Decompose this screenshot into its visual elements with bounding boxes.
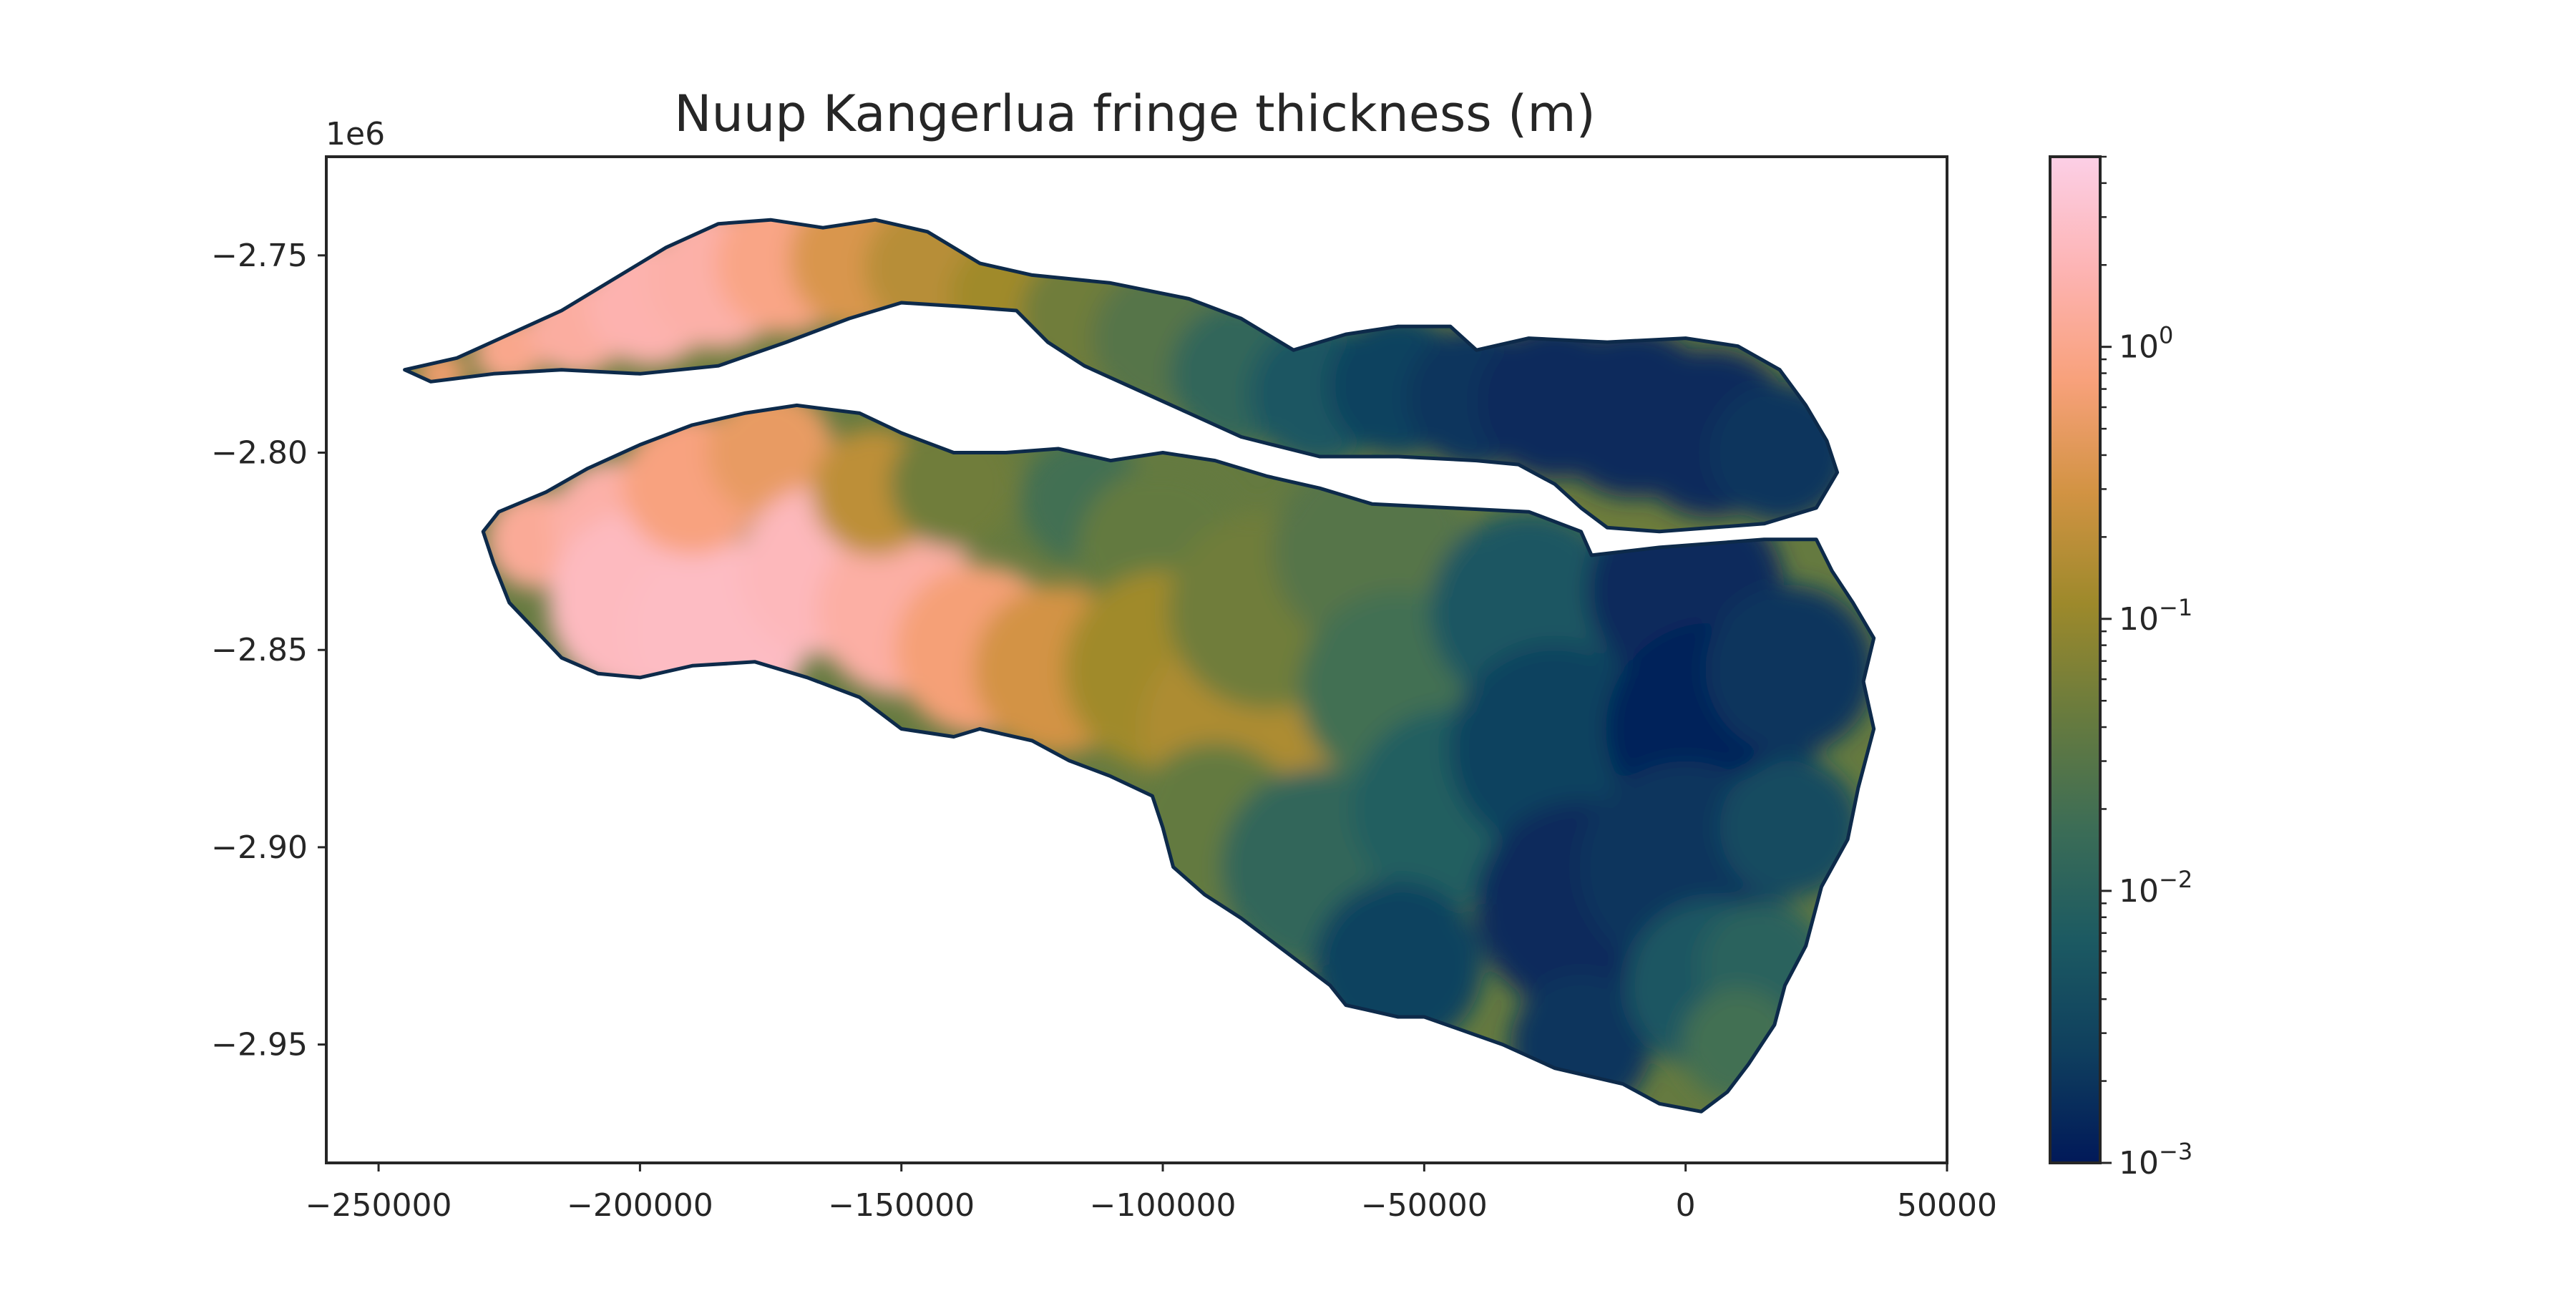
x-tick-label: −200000 xyxy=(567,1187,713,1224)
y-tick-label: −2.95 xyxy=(211,1027,308,1063)
colorbar-tick-label: 10−2 xyxy=(2119,866,2192,910)
y-offset-label: 1e6 xyxy=(326,116,385,152)
y-tick-label: −2.85 xyxy=(211,632,308,668)
x-tick-label: −250000 xyxy=(306,1187,452,1224)
y-tick-label: −2.90 xyxy=(211,829,308,866)
x-tick-label: −50000 xyxy=(1361,1187,1488,1224)
thickness-sample xyxy=(1681,988,1795,1101)
colorbar-frame xyxy=(2049,155,2102,1164)
y-axis: −2.75 −2.80 −2.85 −2.90 −2.95 xyxy=(211,238,326,1063)
thickness-field xyxy=(486,405,1874,1112)
y-tick-label: −2.75 xyxy=(211,238,308,274)
region-outline xyxy=(481,403,1876,1114)
x-axis: −250000 −200000 −150000 −100000 −50000 0 50000 xyxy=(306,1163,1997,1224)
northern-branch xyxy=(403,218,1840,534)
colorbar-gradient xyxy=(2050,157,2100,1163)
chart-title: Nuup Kangerlua fringe thickness (m) xyxy=(674,84,1596,143)
southern-branch xyxy=(481,403,1876,1114)
colorbar-tick-label: 10−1 xyxy=(2119,594,2192,638)
x-tick-label: 50000 xyxy=(1897,1187,1997,1224)
colorbar-major-ticks: 10−3 10−2 10−1 100 xyxy=(2100,322,2192,1182)
plot-frame xyxy=(325,155,1948,1164)
thickness-sample xyxy=(1705,585,1874,755)
colorbar-tick-label: 10−3 xyxy=(2119,1138,2192,1182)
colorbar: 10−3 10−2 10−1 100 xyxy=(2049,155,2192,1182)
x-tick-label: −100000 xyxy=(1090,1187,1236,1224)
map-regions xyxy=(403,218,1876,1114)
thickness-sample xyxy=(707,405,834,517)
plot-area xyxy=(403,218,1876,1114)
x-tick-label: −150000 xyxy=(828,1187,975,1224)
thickness-sample xyxy=(890,420,1018,548)
y-tick-label: −2.80 xyxy=(211,435,308,472)
colorbar-tick-label: 100 xyxy=(2119,322,2173,366)
region-outline xyxy=(403,218,1840,534)
x-tick-label: 0 xyxy=(1676,1187,1696,1224)
thickness-sample xyxy=(1313,880,1483,1051)
thickness-sample xyxy=(1719,756,1861,898)
